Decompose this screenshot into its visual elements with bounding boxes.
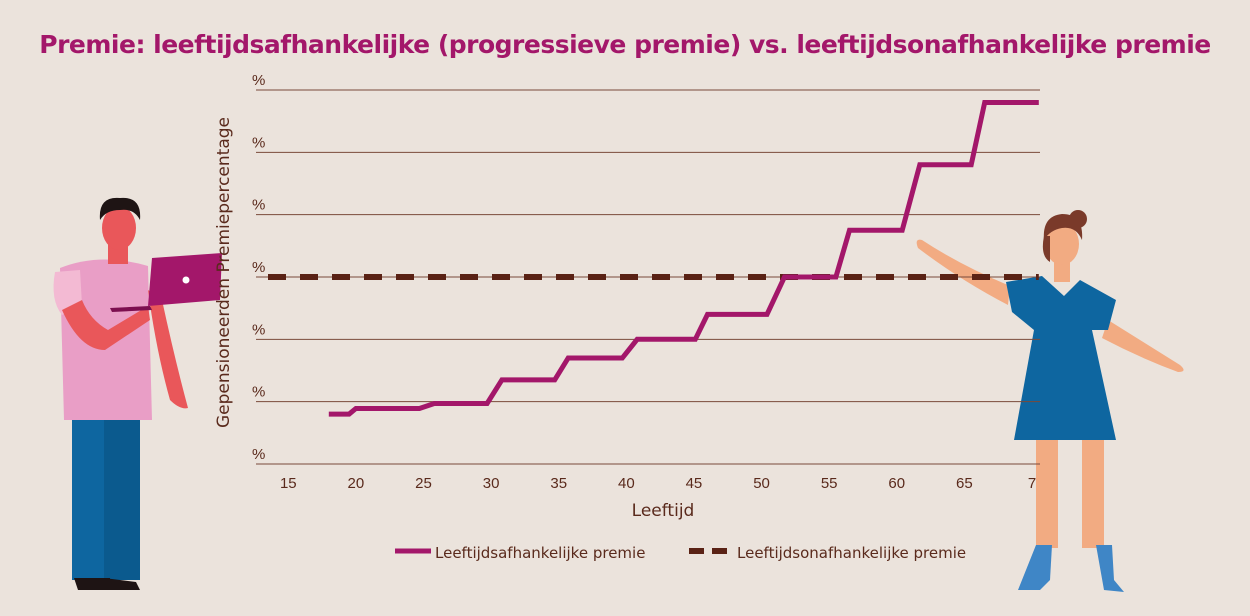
y-tick-label: % xyxy=(252,197,265,214)
x-tick-label: 30 xyxy=(483,475,500,492)
x-tick-label: 65 xyxy=(956,475,973,492)
x-tick-label: 45 xyxy=(686,475,703,492)
x-tick-label: 25 xyxy=(415,475,432,492)
x-tick-label: 55 xyxy=(821,475,838,492)
x-axis-label: Leeftijd xyxy=(632,501,695,521)
woman-presenting-illustration xyxy=(916,210,1184,592)
series-line-leeftijdsafhankelijk xyxy=(328,100,1039,417)
x-tick-label: 15 xyxy=(280,475,297,492)
y-tick-label: % xyxy=(252,134,265,151)
y-tick-label: % xyxy=(252,321,265,338)
y-tick-label: % xyxy=(252,72,265,89)
man-with-laptop-illustration xyxy=(53,197,222,590)
chart-series xyxy=(268,100,1039,417)
x-tick-label: 7 xyxy=(1028,475,1036,492)
legend-dashed-label: Leeftijdsonafhankelijke premie xyxy=(737,544,966,562)
x-tick-label: 20 xyxy=(348,475,365,492)
y-tick-label: % xyxy=(252,446,265,463)
y-axis-label: Gepensioneerden Premiepercentage xyxy=(214,117,234,428)
x-tick-label: 50 xyxy=(753,475,770,492)
x-tick-label: 40 xyxy=(618,475,635,492)
x-axis-ticks: 15 20 25 30 35 40 45 50 55 60 65 7 xyxy=(280,475,1036,492)
y-axis-ticks: %%%%%%% xyxy=(252,72,265,463)
y-tick-label: % xyxy=(252,384,265,401)
x-tick-label: 35 xyxy=(550,475,567,492)
x-tick-label: 60 xyxy=(888,475,905,492)
chart-legend: Leeftijdsafhankelijke premie Leeftijdson… xyxy=(395,544,966,562)
y-tick-label: % xyxy=(252,259,265,276)
legend-solid-label: Leeftijdsafhankelijke premie xyxy=(435,544,645,562)
chart-title: Premie: leeftijdsafhankelijke (progressi… xyxy=(39,30,1211,59)
